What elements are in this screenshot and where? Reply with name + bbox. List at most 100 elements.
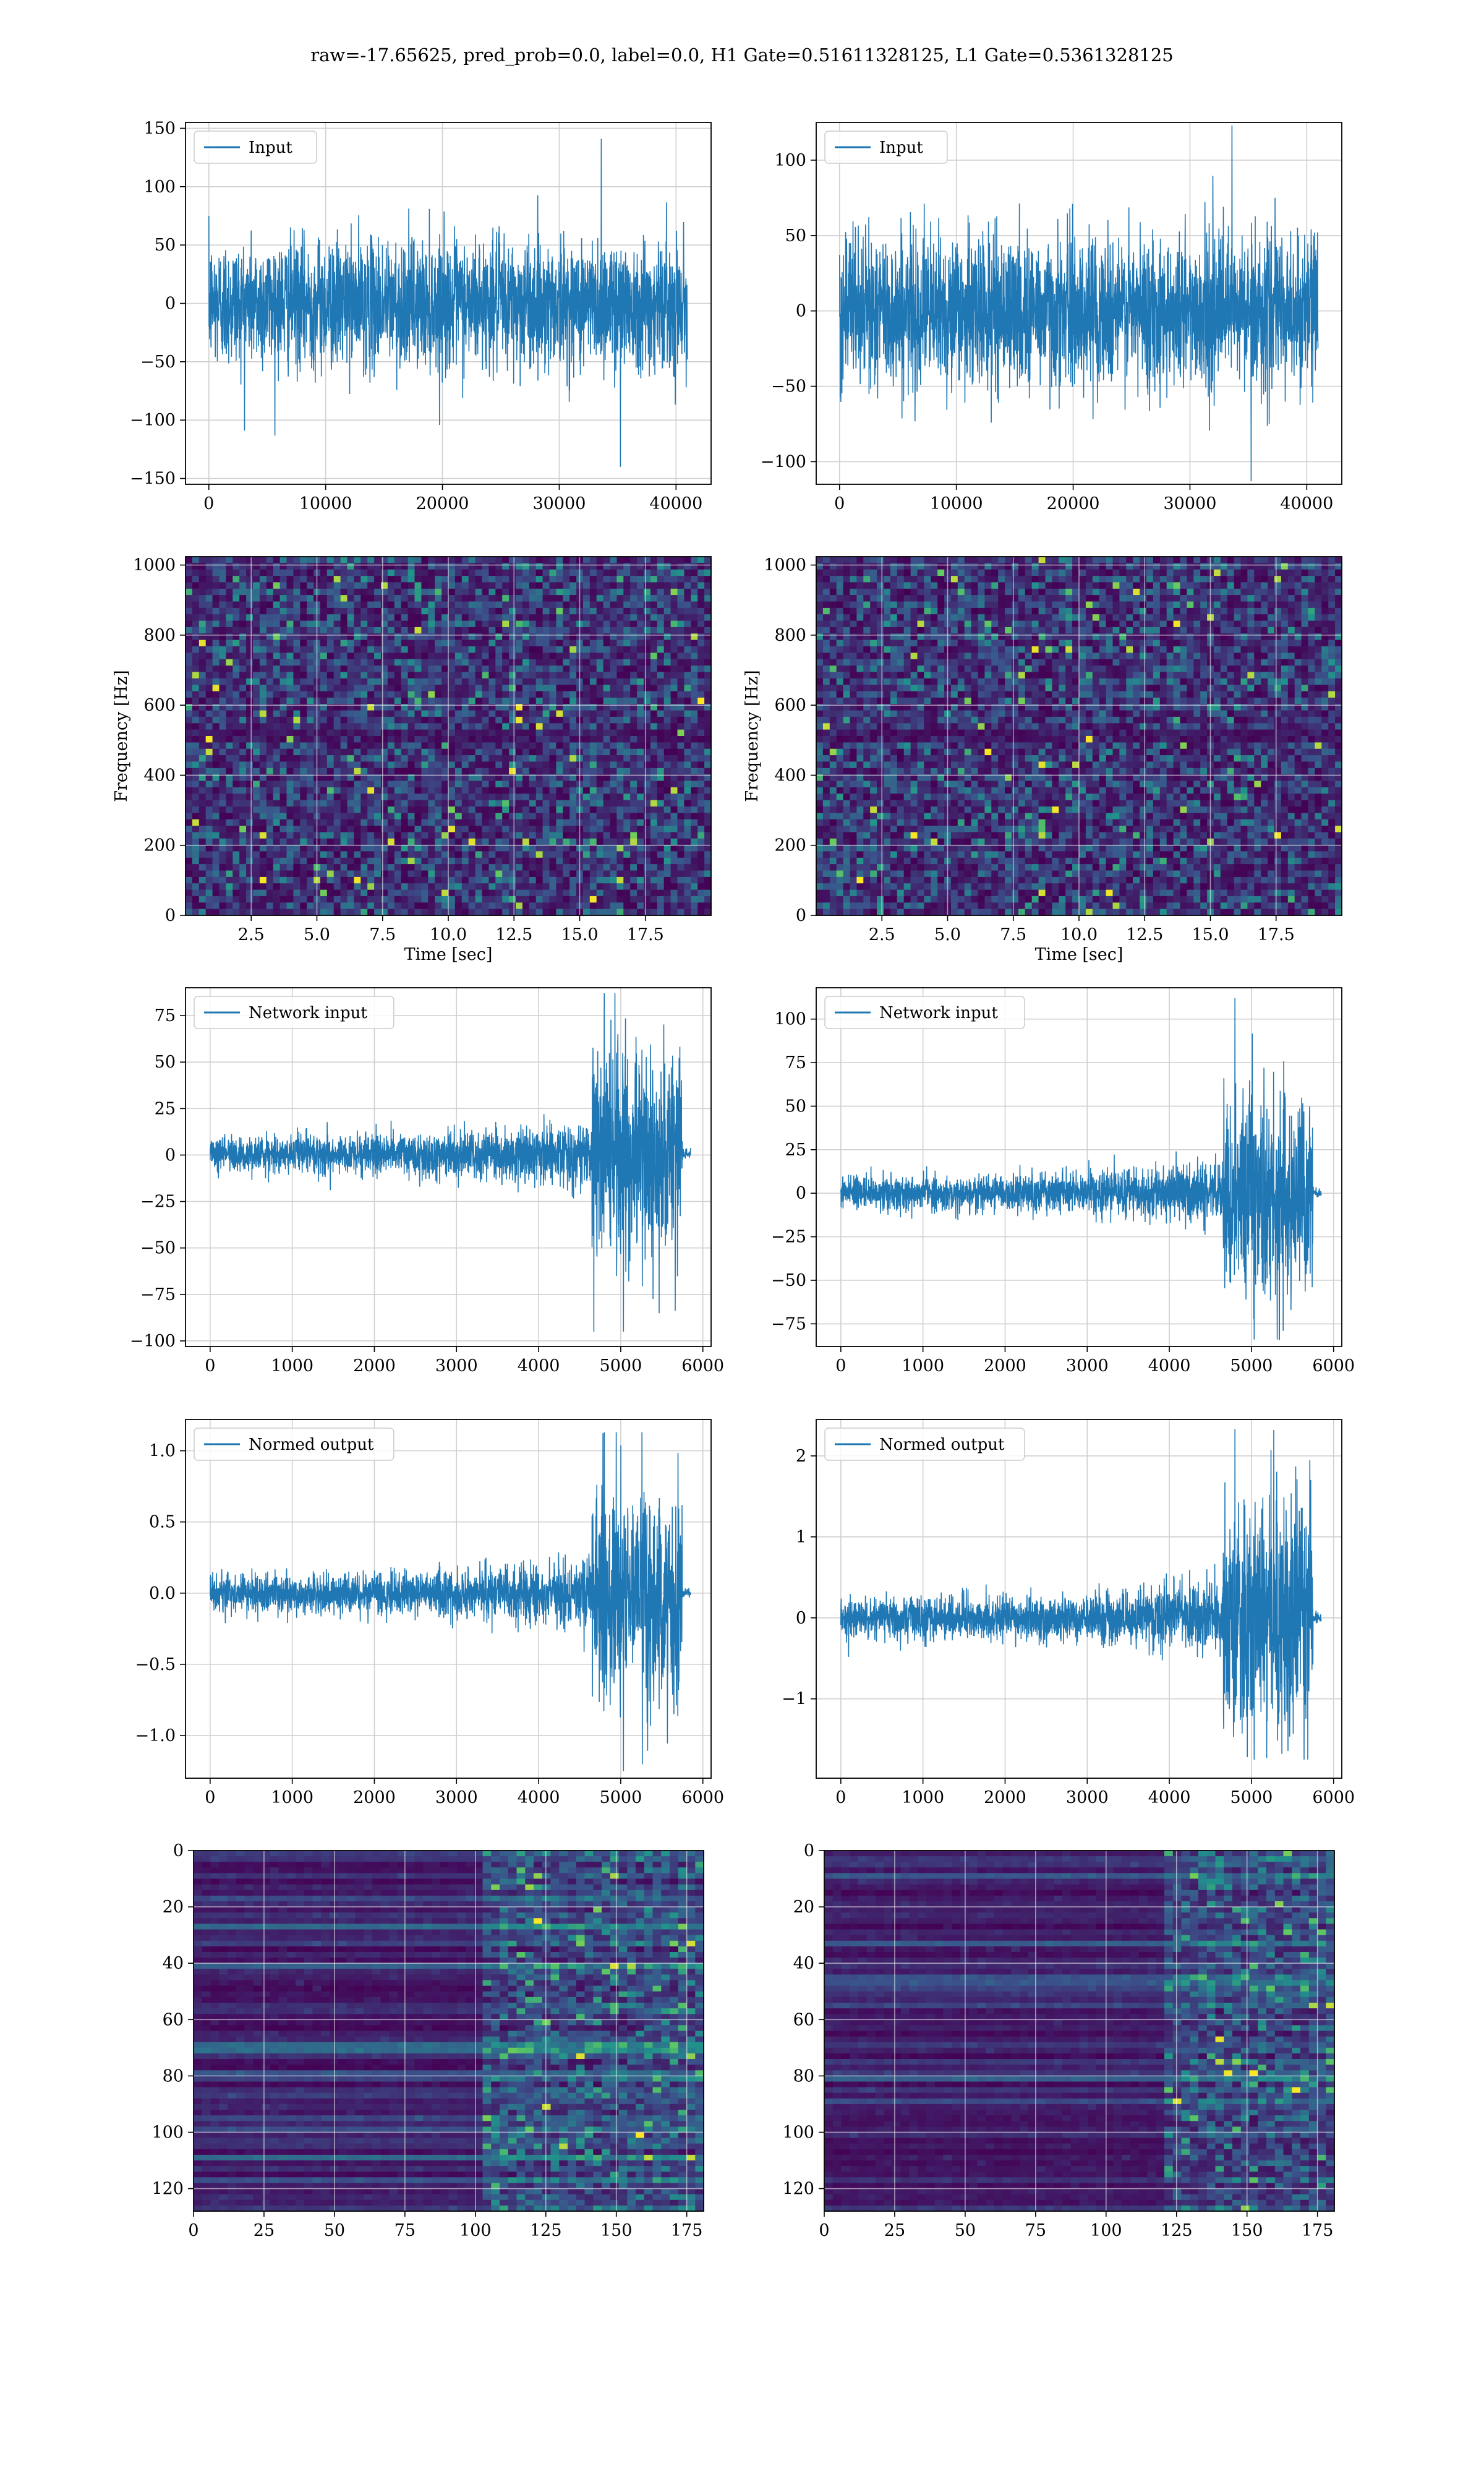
heatmap-cell [650, 742, 658, 750]
heatmap-cell [630, 697, 638, 704]
heatmap-cell [198, 896, 207, 903]
heatmap-cell [226, 646, 233, 653]
heatmap-cell [414, 697, 422, 704]
heatmap-cell [340, 909, 348, 916]
heatmap-cell [394, 768, 402, 775]
heatmap-cell [569, 813, 577, 820]
heatmap-cell [616, 806, 624, 813]
heatmap-cell [502, 704, 510, 711]
heatmap-cell [482, 742, 489, 750]
heatmap-cell [468, 755, 476, 763]
heatmap-cell [1079, 576, 1086, 583]
heatmap-cell [192, 620, 200, 628]
heatmap-cell [414, 787, 422, 794]
heatmap-cell [663, 685, 672, 692]
heatmap-cell [509, 736, 516, 743]
heatmap-cell [454, 666, 463, 673]
heatmap-cell [374, 870, 382, 878]
heatmap-cell [461, 678, 469, 685]
heatmap-cell [273, 653, 281, 660]
heatmap-cell [657, 723, 665, 730]
heatmap-cell [367, 729, 375, 737]
heatmap-cell [1072, 582, 1080, 589]
heatmap-cell [616, 633, 624, 641]
heatmap-cell [582, 582, 591, 589]
heatmap-cell [266, 870, 274, 878]
heatmap-cell [677, 902, 684, 910]
heatmap-cell [186, 755, 193, 763]
heatmap-cell [603, 601, 611, 609]
heatmap-cell [279, 582, 288, 589]
heatmap-cell [428, 876, 435, 884]
heatmap-cell [677, 588, 684, 596]
heatmap-cell [374, 845, 382, 852]
heatmap-cell [448, 729, 456, 737]
heatmap-cell [428, 588, 435, 596]
x-tick-label: 10.0 [430, 925, 467, 944]
heatmap-cell [971, 582, 979, 589]
heatmap-cell [259, 672, 267, 679]
heatmap-cell [266, 748, 274, 756]
heatmap-cell [293, 870, 301, 878]
heatmap-cell [850, 563, 857, 570]
heatmap-cell [663, 736, 672, 743]
heatmap-cell [516, 889, 523, 897]
heatmap-cell [623, 781, 631, 788]
heatmap-cell [259, 896, 267, 903]
heatmap-cell [259, 563, 267, 570]
heatmap-cell [509, 729, 516, 737]
heatmap-cell [360, 607, 368, 615]
heatmap-cell [569, 742, 577, 750]
heatmap-cell [529, 633, 537, 641]
x-tick-label: 2.5 [238, 925, 265, 944]
heatmap-cell [644, 742, 651, 750]
heatmap-cell [563, 787, 570, 794]
heatmap-cell [300, 851, 307, 858]
heatmap-cell [333, 685, 341, 692]
heatmap-cell [1301, 582, 1309, 589]
heatmap-cell [529, 672, 537, 679]
heatmap-cell [394, 826, 402, 833]
heatmap-cell [300, 595, 307, 602]
heatmap-cell [347, 794, 354, 801]
heatmap-cell [401, 851, 409, 858]
heatmap-cell [468, 710, 476, 717]
heatmap-cell [1140, 582, 1147, 589]
heatmap-cell [333, 653, 341, 660]
heatmap-cell [448, 768, 456, 775]
heatmap-cell [360, 633, 368, 641]
heatmap-cell [522, 646, 530, 653]
heatmap-cell [829, 588, 837, 596]
heatmap-cell [670, 870, 678, 878]
heatmap-cell [502, 826, 510, 833]
heatmap-cell [582, 806, 591, 813]
heatmap-cell [623, 710, 631, 717]
heatmap-cell [441, 768, 449, 775]
heatmap-cell [684, 748, 691, 756]
heatmap-cell [529, 640, 537, 647]
heatmap-cell [192, 883, 200, 891]
heatmap-cell [1038, 557, 1046, 563]
heatmap-cell [502, 633, 510, 641]
heatmap-cell [273, 876, 281, 884]
heatmap-cell [414, 588, 422, 596]
heatmap-cell [549, 723, 556, 730]
heatmap-cell [684, 716, 691, 724]
heatmap-cell [347, 620, 354, 628]
heatmap-cell [212, 582, 220, 589]
heatmap-cell [367, 819, 375, 826]
heatmap-cell [556, 794, 563, 801]
heatmap-cell [1038, 588, 1046, 596]
heatmap-cell [186, 576, 193, 583]
heatmap-cell [630, 857, 638, 865]
heatmap-cell [650, 563, 658, 570]
heatmap-cell [522, 678, 530, 685]
heatmap-cell [637, 883, 644, 891]
heatmap-cell [421, 851, 429, 858]
heatmap-cell [266, 876, 274, 884]
heatmap-cell [286, 588, 294, 596]
heatmap-cell [266, 685, 274, 692]
heatmap-cell [326, 864, 335, 871]
heatmap-cell [407, 595, 416, 602]
heatmap-cell [354, 685, 361, 692]
